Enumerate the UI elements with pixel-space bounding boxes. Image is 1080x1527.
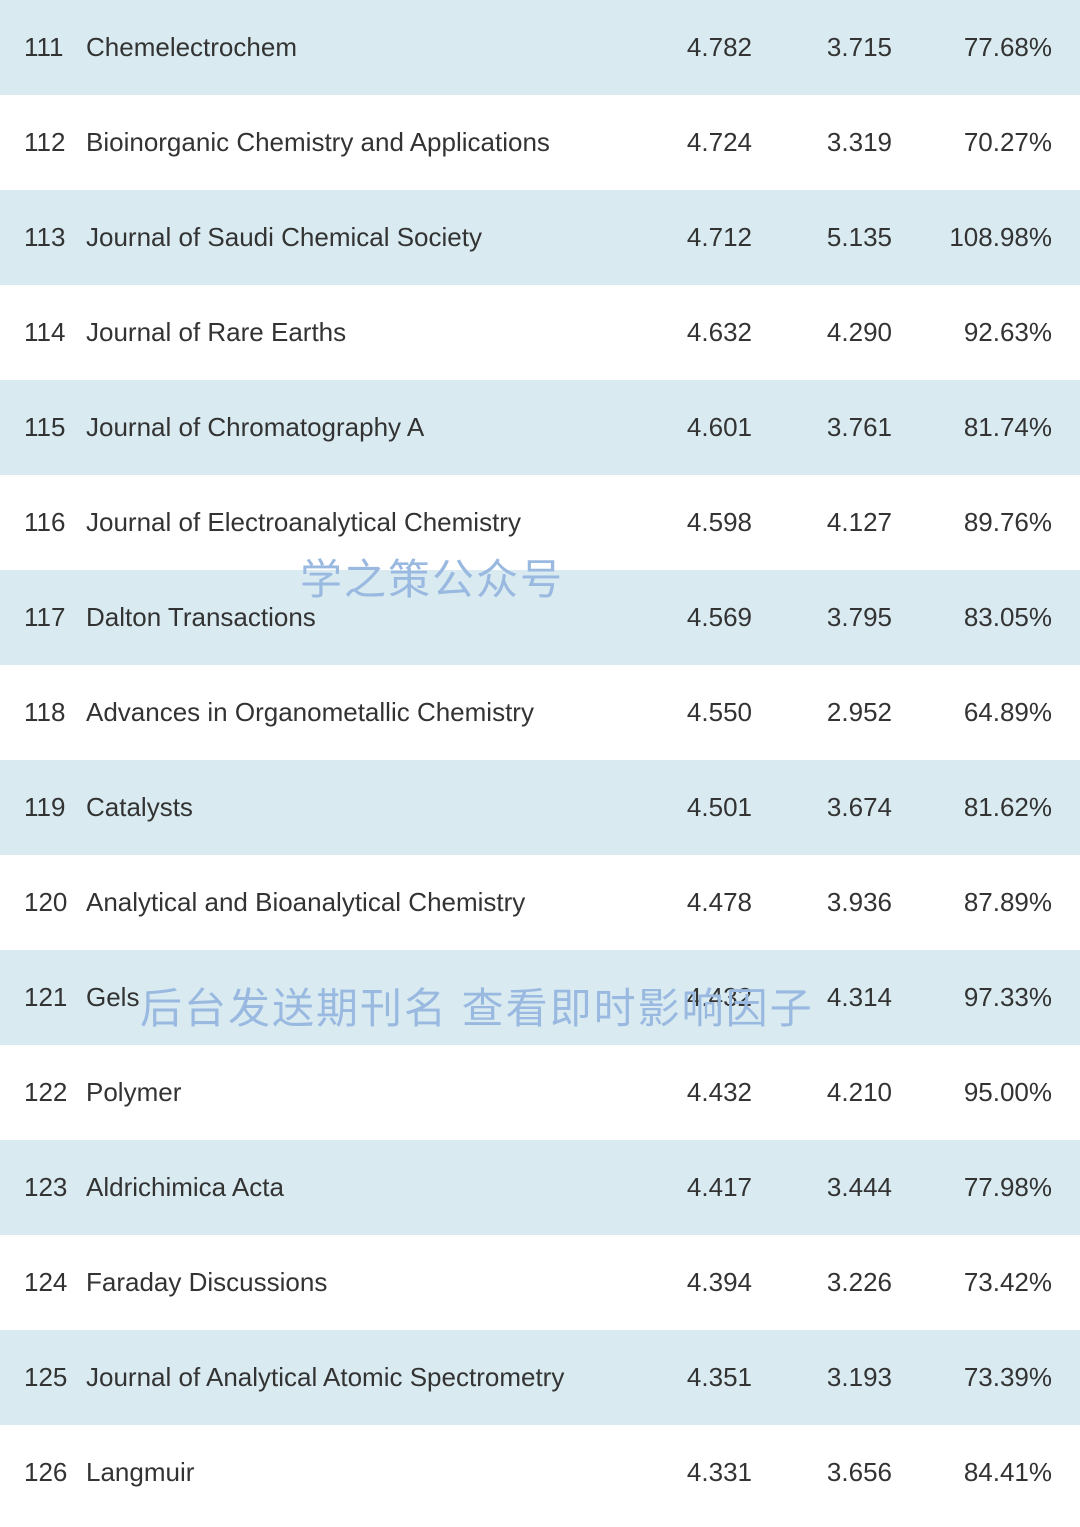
rank-cell: 117 bbox=[24, 602, 82, 633]
watermark-text: 学之策公众号 bbox=[300, 546, 564, 607]
name-cell: Polymer bbox=[82, 1077, 612, 1108]
name-cell: Journal of Analytical Atomic Spectrometr… bbox=[82, 1362, 612, 1393]
value2-cell: 3.444 bbox=[752, 1172, 892, 1203]
table-row: 112Bioinorganic Chemistry and Applicatio… bbox=[0, 95, 1080, 190]
name-cell: Journal of Saudi Chemical Society bbox=[82, 222, 612, 253]
value1-cell: 4.331 bbox=[612, 1457, 752, 1488]
value1-cell: 4.632 bbox=[612, 317, 752, 348]
percent-cell: 77.68% bbox=[892, 32, 1052, 63]
value2-cell: 3.193 bbox=[752, 1362, 892, 1393]
percent-cell: 87.89% bbox=[892, 887, 1052, 918]
percent-cell: 64.89% bbox=[892, 697, 1052, 728]
value2-cell: 4.290 bbox=[752, 317, 892, 348]
table-row: 119Catalysts4.5013.67481.62% bbox=[0, 760, 1080, 855]
name-cell: Journal of Electroanalytical Chemistry bbox=[82, 507, 612, 538]
value1-cell: 4.712 bbox=[612, 222, 752, 253]
rank-cell: 119 bbox=[24, 792, 82, 823]
value1-cell: 4.569 bbox=[612, 602, 752, 633]
percent-cell: 97.33% bbox=[892, 982, 1052, 1013]
table-row: 120Analytical and Bioanalytical Chemistr… bbox=[0, 855, 1080, 950]
rank-cell: 126 bbox=[24, 1457, 82, 1488]
table-row: 113Journal of Saudi Chemical Society4.71… bbox=[0, 190, 1080, 285]
value1-cell: 4.432 bbox=[612, 1077, 752, 1108]
table-row: 111Chemelectrochem4.7823.71577.68% bbox=[0, 0, 1080, 95]
name-cell: Journal of Chromatography A bbox=[82, 412, 612, 443]
percent-cell: 77.98% bbox=[892, 1172, 1052, 1203]
name-cell: Catalysts bbox=[82, 792, 612, 823]
table-row: 115Journal of Chromatography A4.6013.761… bbox=[0, 380, 1080, 475]
name-cell: Journal of Rare Earths bbox=[82, 317, 612, 348]
value2-cell: 3.226 bbox=[752, 1267, 892, 1298]
rank-cell: 121 bbox=[24, 982, 82, 1013]
value2-cell: 3.319 bbox=[752, 127, 892, 158]
percent-cell: 81.62% bbox=[892, 792, 1052, 823]
value1-cell: 4.598 bbox=[612, 507, 752, 538]
value1-cell: 4.417 bbox=[612, 1172, 752, 1203]
value1-cell: 4.501 bbox=[612, 792, 752, 823]
value2-cell: 4.210 bbox=[752, 1077, 892, 1108]
value2-cell: 3.674 bbox=[752, 792, 892, 823]
table-row: 125Journal of Analytical Atomic Spectrom… bbox=[0, 1330, 1080, 1425]
percent-cell: 73.39% bbox=[892, 1362, 1052, 1393]
rank-cell: 123 bbox=[24, 1172, 82, 1203]
name-cell: Advances in Organometallic Chemistry bbox=[82, 697, 612, 728]
rank-cell: 122 bbox=[24, 1077, 82, 1108]
name-cell: Analytical and Bioanalytical Chemistry bbox=[82, 887, 612, 918]
value2-cell: 3.936 bbox=[752, 887, 892, 918]
value2-cell: 2.952 bbox=[752, 697, 892, 728]
value2-cell: 3.656 bbox=[752, 1457, 892, 1488]
value2-cell: 3.715 bbox=[752, 32, 892, 63]
value1-cell: 4.601 bbox=[612, 412, 752, 443]
watermark-text: 后台发送期刊名 查看即时影响因子 bbox=[140, 975, 814, 1036]
percent-cell: 89.76% bbox=[892, 507, 1052, 538]
value1-cell: 4.782 bbox=[612, 32, 752, 63]
value2-cell: 3.795 bbox=[752, 602, 892, 633]
rank-cell: 115 bbox=[24, 412, 82, 443]
name-cell: Faraday Discussions bbox=[82, 1267, 612, 1298]
value2-cell: 5.135 bbox=[752, 222, 892, 253]
rank-cell: 120 bbox=[24, 887, 82, 918]
rank-cell: 113 bbox=[24, 222, 82, 253]
percent-cell: 95.00% bbox=[892, 1077, 1052, 1108]
rank-cell: 112 bbox=[24, 127, 82, 158]
rank-cell: 114 bbox=[24, 317, 82, 348]
table-row: 118Advances in Organometallic Chemistry4… bbox=[0, 665, 1080, 760]
value1-cell: 4.724 bbox=[612, 127, 752, 158]
value1-cell: 4.394 bbox=[612, 1267, 752, 1298]
rank-cell: 118 bbox=[24, 697, 82, 728]
table-row: 123Aldrichimica Acta4.4173.44477.98% bbox=[0, 1140, 1080, 1235]
rank-cell: 116 bbox=[24, 507, 82, 538]
percent-cell: 92.63% bbox=[892, 317, 1052, 348]
table-row: 114Journal of Rare Earths4.6324.29092.63… bbox=[0, 285, 1080, 380]
table-row: 126Langmuir4.3313.65684.41% bbox=[0, 1425, 1080, 1520]
name-cell: Langmuir bbox=[82, 1457, 612, 1488]
percent-cell: 81.74% bbox=[892, 412, 1052, 443]
rank-cell: 124 bbox=[24, 1267, 82, 1298]
name-cell: Bioinorganic Chemistry and Applications bbox=[82, 127, 612, 158]
value1-cell: 4.478 bbox=[612, 887, 752, 918]
value1-cell: 4.550 bbox=[612, 697, 752, 728]
table-row: 124Faraday Discussions4.3943.22673.42% bbox=[0, 1235, 1080, 1330]
percent-cell: 70.27% bbox=[892, 127, 1052, 158]
percent-cell: 73.42% bbox=[892, 1267, 1052, 1298]
percent-cell: 83.05% bbox=[892, 602, 1052, 633]
table-row: 122Polymer4.4324.21095.00% bbox=[0, 1045, 1080, 1140]
rank-cell: 111 bbox=[24, 32, 82, 63]
name-cell: Chemelectrochem bbox=[82, 32, 612, 63]
percent-cell: 84.41% bbox=[892, 1457, 1052, 1488]
value1-cell: 4.351 bbox=[612, 1362, 752, 1393]
name-cell: Aldrichimica Acta bbox=[82, 1172, 612, 1203]
journal-table: 111Chemelectrochem4.7823.71577.68%112Bio… bbox=[0, 0, 1080, 1520]
percent-cell: 108.98% bbox=[892, 222, 1052, 253]
value2-cell: 3.761 bbox=[752, 412, 892, 443]
rank-cell: 125 bbox=[24, 1362, 82, 1393]
value2-cell: 4.127 bbox=[752, 507, 892, 538]
